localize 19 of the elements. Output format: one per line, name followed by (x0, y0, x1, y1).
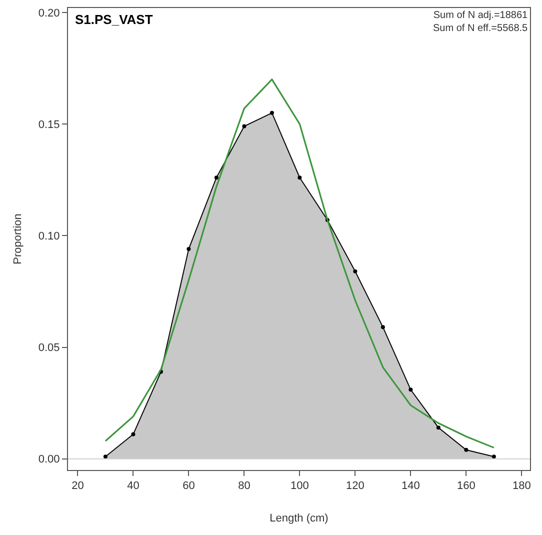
x-tick-label: 20 (72, 480, 84, 492)
annotation: Sum of N eff.=5568.5 (433, 23, 528, 34)
y-tick-label: 0.20 (38, 7, 60, 20)
x-tick-label: 140 (402, 480, 420, 492)
y-tick-label: 0.10 (38, 230, 60, 242)
x-tick-label: 80 (238, 480, 250, 492)
x-tick-label: 40 (127, 480, 140, 492)
x-tick-label: 60 (182, 480, 195, 492)
y-axis-title: Proportion (12, 214, 24, 264)
x-tick-label: 100 (290, 480, 309, 492)
y-tick-label: 0.15 (38, 118, 60, 131)
chart-title: S1.PS_VAST (75, 12, 153, 27)
y-tick-label: 0.00 (38, 454, 60, 466)
x-tick-label: 120 (346, 480, 364, 492)
x-tick-label: 160 (457, 480, 476, 492)
annotation: Sum of N adj.=18861 (433, 10, 528, 21)
y-tick-label: 0.05 (38, 342, 60, 354)
x-tick-label: 180 (512, 480, 531, 492)
x-axis-title: Length (cm) (270, 512, 328, 524)
